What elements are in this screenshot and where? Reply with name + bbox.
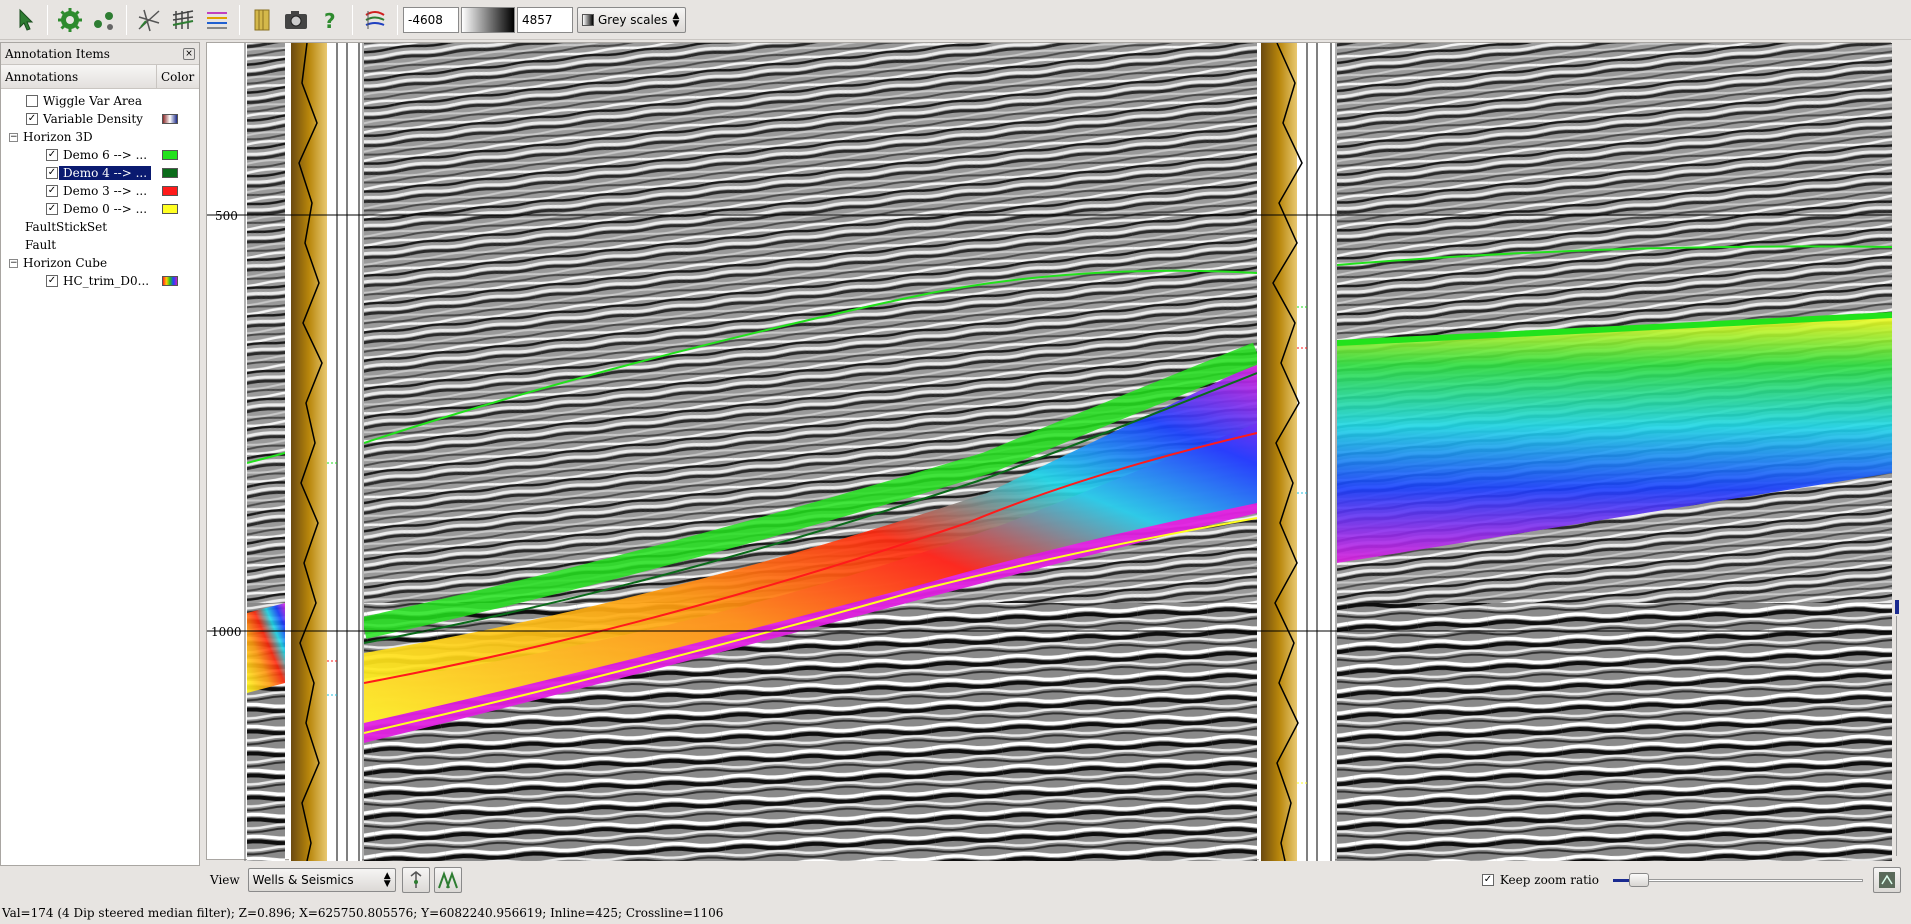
colortable-swatch-icon [582, 13, 594, 26]
color-swatch[interactable] [162, 276, 178, 286]
snapshot-icon[interactable] [279, 3, 313, 37]
depth-label-1000: 1000 [211, 625, 242, 639]
tree-item[interactable]: ✓ Demo 4 --> ... [1, 164, 199, 182]
svg-text:?: ? [324, 9, 336, 33]
well-display-button[interactable] [433, 867, 462, 893]
horizon-tool-icon[interactable] [166, 3, 200, 37]
tree-item-label: Horizon Cube [23, 256, 108, 270]
spin-arrows-icon: ▲ ▼ [672, 10, 680, 29]
log-track-icon[interactable] [200, 3, 234, 37]
zoom-slider-groove [1613, 879, 1863, 882]
tree-item[interactable]: Wiggle Var Area [1, 92, 199, 110]
tree-item-label: Wiggle Var Area [43, 94, 143, 108]
zoom-slider-thumb[interactable] [1629, 873, 1649, 887]
well-settings-icon [410, 871, 422, 888]
tree-item-label: Demo 4 --> ... [59, 166, 152, 180]
tree-item-label: Horizon 3D [23, 130, 93, 144]
tree-item-label: HC_trim_D0... [63, 274, 150, 288]
seismic-strip-center [364, 43, 1257, 861]
seismic-viewer[interactable]: 500 1000 [206, 42, 1892, 862]
tree-item[interactable]: ✓ Demo 6 --> ... [1, 146, 199, 164]
toolbar-separator [126, 4, 127, 35]
color-swatch[interactable] [162, 186, 178, 196]
tree-item[interactable]: − Horizon Cube [1, 254, 199, 272]
seismic-strip-right [1337, 43, 1892, 861]
wells-icon [437, 871, 458, 889]
help-icon[interactable]: ? [313, 3, 347, 37]
display-settings-icon[interactable] [53, 3, 87, 37]
depth-label-500: 500 [215, 209, 238, 223]
main-toolbar: ? -4608 4857 Grey scales ▲ ▼ [0, 0, 1911, 40]
toolbar-separator [239, 4, 240, 35]
tree-item-checkbox[interactable]: ✓ [46, 167, 58, 179]
tree-item-checkbox[interactable]: ✓ [46, 149, 58, 161]
tree-item-checkbox[interactable]: ✓ [26, 113, 38, 125]
seismic-strip-left [247, 43, 285, 861]
home-view-icon [1879, 872, 1895, 888]
keep-zoom-checkbox[interactable]: ✓ [1481, 874, 1494, 886]
tree-item-checkbox[interactable] [26, 95, 38, 107]
colorbar-icon[interactable] [245, 3, 279, 37]
tree-item-label: Demo 6 --> ... [63, 148, 148, 162]
tree-item-label: Demo 0 --> ... [63, 202, 148, 216]
zoom-slider-handle[interactable] [1895, 600, 1899, 614]
clip-max-input[interactable]: 4857 [517, 6, 573, 33]
tree-header: Annotations Color [1, 65, 199, 89]
tree-item[interactable]: FaultStickSet [1, 218, 199, 236]
tree-item[interactable]: Fault [1, 236, 199, 254]
tree-item-checkbox[interactable]: ✓ [46, 203, 58, 215]
flatten-icon[interactable] [358, 3, 392, 37]
tree-item[interactable]: ✓ Demo 0 --> ... [1, 200, 199, 218]
view-mode-select[interactable]: Wells & Seismics ▲ ▼ [247, 868, 396, 892]
zoom-slider-fill [1613, 879, 1629, 882]
zoom-ratio-slider[interactable] [1613, 872, 1863, 888]
tree-item-checkbox[interactable]: ✓ [46, 275, 58, 287]
tree-item-label: Demo 3 --> ... [63, 184, 148, 198]
tree-item-checkbox[interactable]: ✓ [46, 185, 58, 197]
toolbar-separator [352, 4, 353, 35]
color-swatch[interactable] [162, 114, 178, 124]
fault-tool-icon[interactable] [132, 3, 166, 37]
panel-title: Annotation Items [5, 46, 110, 61]
well-settings-button[interactable] [401, 867, 430, 893]
view-label: View [210, 873, 240, 887]
panel-titlebar: Annotation Items × [1, 43, 199, 65]
tree-item[interactable]: − Horizon 3D [1, 128, 199, 146]
column-header-color[interactable]: Color [161, 69, 195, 84]
spin-arrows-icon: ▲ ▼ [383, 871, 391, 889]
tree-item[interactable]: ✓ Variable Density [1, 110, 199, 128]
pointer-icon[interactable] [8, 3, 42, 37]
status-bar: Val=174 (4 Dip steered median filter); Z… [2, 906, 724, 920]
view-mode-value: Wells & Seismics [252, 873, 354, 887]
tree-item[interactable]: ✓ Demo 3 --> ... [1, 182, 199, 200]
home-view-button[interactable] [1873, 867, 1901, 893]
seismic-canvas[interactable]: 500 1000 [207, 42, 1892, 862]
annotation-panel: Annotation Items × Annotations Color Wig… [0, 42, 200, 866]
well-log-track-1[interactable] [289, 42, 362, 862]
color-swatch[interactable] [162, 204, 178, 214]
color-swatch[interactable] [162, 150, 178, 160]
colortable-select[interactable]: Grey scales ▲ ▼ [577, 6, 687, 33]
tree-item-label: FaultStickSet [25, 220, 108, 234]
keep-zoom-label: Keep zoom ratio [1499, 873, 1599, 887]
column-header-annotations[interactable]: Annotations [1, 65, 157, 88]
colortable-preview [461, 6, 515, 33]
tree-collapse-icon[interactable]: − [9, 131, 18, 142]
clip-min-input[interactable]: -4608 [403, 6, 459, 33]
toolbar-separator [397, 4, 398, 35]
zoom-slider-track [1896, 616, 1897, 856]
well-ties-icon[interactable] [87, 3, 121, 37]
close-icon[interactable]: × [183, 47, 195, 60]
colortable-label: Grey scales [598, 12, 668, 27]
color-swatch[interactable] [162, 168, 178, 178]
view-control-bar: View Wells & Seismics ▲ ▼ ✓ Keep zoom rat… [206, 864, 1911, 896]
vertical-zoom-slider[interactable] [1891, 600, 1901, 860]
tree-collapse-icon[interactable]: − [9, 257, 18, 268]
tree-item-label: Variable Density [43, 112, 143, 126]
tree-item[interactable]: ✓ HC_trim_D0... [1, 272, 199, 290]
toolbar-separator [47, 4, 48, 35]
well-log-track-2[interactable] [1259, 42, 1335, 862]
tree-item-label: Fault [25, 238, 57, 252]
